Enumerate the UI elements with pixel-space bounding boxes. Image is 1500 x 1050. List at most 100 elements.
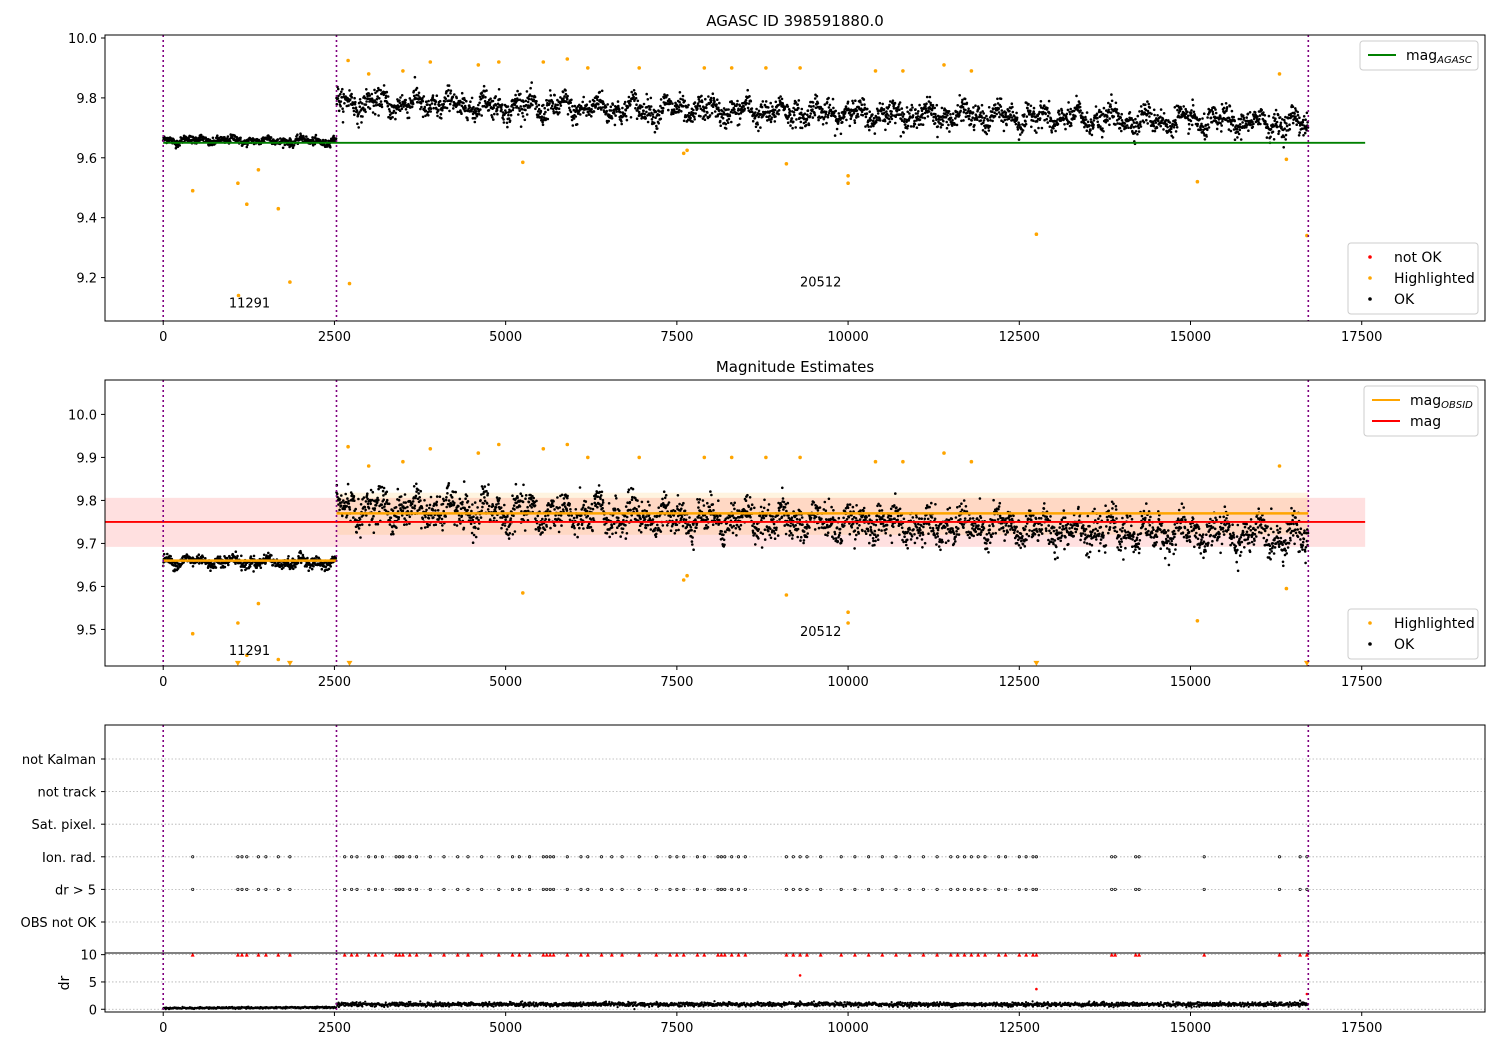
data-point-ok: [368, 94, 372, 97]
data-point-ok: [667, 108, 670, 112]
data-point-ok: [1075, 94, 1078, 98]
data-point-ok: [812, 104, 815, 108]
data-point-ok: [562, 497, 566, 500]
data-point-ok: [543, 528, 547, 531]
data-point-ok: [1283, 118, 1286, 122]
data-point-ok: [1189, 111, 1193, 115]
data-point-ok: [456, 509, 459, 513]
data-point-ok: [387, 116, 391, 119]
data-point-ok: [354, 507, 358, 511]
data-point-ok: [982, 119, 986, 122]
data-point-ok: [505, 121, 509, 125]
data-point-ok: [495, 108, 499, 112]
data-point-ok: [626, 490, 630, 494]
data-point-ok: [1060, 111, 1064, 115]
data-point-ok: [569, 110, 573, 114]
data-point-ok: [353, 113, 356, 117]
data-point-ok: [681, 98, 684, 101]
data-point-ok: [1032, 106, 1036, 110]
obsid-label: 11291: [229, 297, 270, 312]
data-point-ok: [1152, 122, 1155, 125]
data-point-ok: [486, 508, 490, 511]
data-point-ok: [643, 112, 646, 116]
data-point-ok: [711, 105, 715, 108]
data-point-ok: [1043, 118, 1046, 122]
data-point-ok: [386, 104, 390, 108]
data-point-ok: [572, 524, 576, 528]
data-point-ok: [680, 507, 683, 511]
data-point-ok: [1221, 119, 1224, 123]
data-point-ok: [299, 551, 303, 555]
data-point-ok: [460, 112, 463, 115]
data-point-ok: [918, 103, 921, 107]
data-point-ok: [607, 119, 610, 123]
data-point-ok: [1090, 133, 1094, 137]
data-point-ok: [777, 109, 781, 112]
data-point-ok: [996, 97, 999, 101]
data-point-ok: [1011, 105, 1014, 109]
data-point-ok: [1302, 134, 1305, 137]
data-point-ok: [637, 110, 641, 114]
data-point-ok: [757, 115, 760, 119]
data-point-ok: [871, 119, 875, 123]
data-point-ok: [661, 109, 665, 113]
data-point-ok: [807, 123, 811, 127]
data-point-ok: [791, 126, 794, 130]
data-point-ok: [1019, 133, 1022, 136]
data-point-ok: [809, 105, 813, 108]
data-point-ok: [376, 522, 380, 526]
data-point-ok: [201, 555, 205, 559]
data-point-ok: [448, 102, 452, 106]
data-point-ok: [521, 111, 524, 115]
data-point-ok: [592, 517, 595, 520]
data-point-ok: [427, 517, 431, 520]
data-point-ok: [686, 105, 689, 109]
data-point-ok: [630, 514, 633, 517]
data-point-ok: [968, 114, 971, 118]
data-point-ok: [444, 515, 448, 518]
data-point-ok: [643, 518, 647, 521]
data-point-ok: [1279, 121, 1283, 125]
data-point-ok: [452, 490, 455, 494]
data-point-ok: [946, 114, 949, 117]
data-point-ok: [400, 107, 404, 110]
data-point-ok: [375, 500, 379, 504]
data-point-ok: [735, 112, 739, 115]
data-point-ok: [682, 119, 686, 123]
data-point-ok: [797, 99, 801, 102]
data-point-ok: [919, 123, 923, 126]
data-point-ok: [1282, 135, 1286, 139]
data-point-ok: [627, 95, 631, 99]
data-point-ok: [709, 96, 713, 100]
data-point-ok: [1237, 117, 1241, 121]
data-point-ok: [929, 103, 933, 107]
data-point-ok: [764, 110, 767, 114]
data-point-ok: [456, 110, 460, 114]
data-point-ok: [1212, 119, 1216, 123]
data-point-ok: [590, 518, 593, 521]
data-point-ok: [769, 120, 773, 124]
data-point-ok: [1230, 109, 1234, 113]
data-point-ok: [544, 514, 547, 518]
data-point-ok: [1008, 116, 1011, 119]
data-point-ok: [508, 523, 512, 526]
data-point-ok: [1022, 115, 1025, 118]
data-point-ok: [646, 500, 650, 504]
data-point-ok: [422, 95, 426, 98]
data-point-ok: [373, 99, 377, 102]
data-point-ok: [1132, 121, 1136, 124]
data-point-ok: [428, 103, 432, 107]
data-point-ok: [408, 515, 412, 519]
data-point-ok: [902, 120, 906, 123]
data-point-ok: [392, 109, 396, 113]
data-point-ok: [671, 522, 675, 526]
data-point-ok: [531, 103, 534, 107]
data-point-ok: [494, 103, 498, 107]
data-point-ok: [625, 118, 629, 122]
data-point-ok: [701, 117, 705, 120]
data-point-ok: [588, 100, 592, 103]
data-point-ok: [729, 110, 733, 114]
data-point-ok: [958, 94, 961, 97]
data-point-ok: [219, 566, 223, 569]
data-point-ok: [641, 522, 644, 525]
